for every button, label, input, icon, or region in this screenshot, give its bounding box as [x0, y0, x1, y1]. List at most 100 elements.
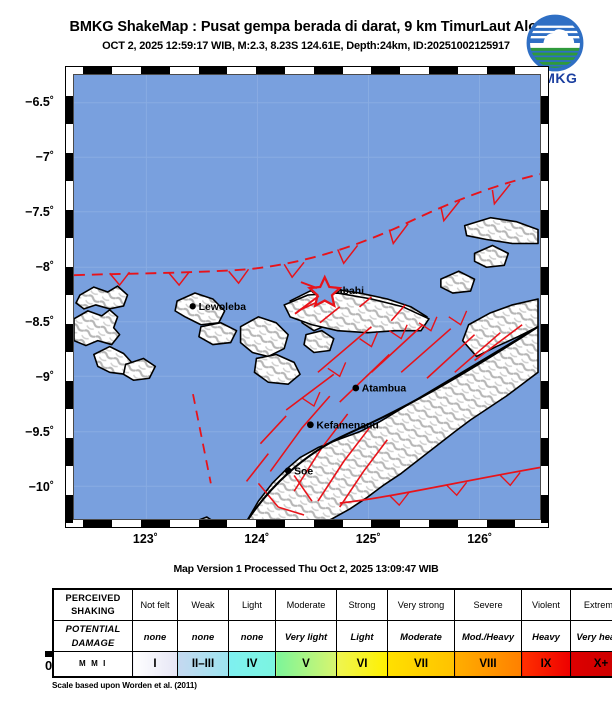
frame-tick-segment: [541, 152, 548, 182]
frame-tick-segment: [313, 520, 343, 527]
frame-tick-segment: [486, 67, 516, 74]
frame-tick-segment: [198, 520, 228, 527]
frame-tick-segment: [66, 95, 73, 125]
frame-tick-segment: [83, 520, 113, 527]
legend-damage-VII: Moderate: [387, 620, 455, 652]
scale-bar-min: 0: [45, 658, 53, 673]
latitude-tick-label: −8.5˚: [25, 314, 54, 329]
legend-mmi-IIIII: II–III: [177, 651, 229, 678]
frame-tick-segment: [371, 67, 401, 74]
latitude-tick-label: −9˚: [35, 369, 54, 384]
city-label-soe: Soe: [294, 466, 313, 477]
legend-mmi-VI: VI: [336, 651, 388, 678]
city-label-kalabahi: Kalabahi: [321, 286, 364, 297]
map-frame-top: [66, 67, 548, 74]
frame-tick-segment: [66, 494, 73, 524]
intensity-legend: PERCEIVED SHAKING Not felt Weak Light Moder…: [52, 588, 612, 678]
legend-mmi-VII: VII: [387, 651, 455, 678]
frame-tick-segment: [256, 520, 285, 527]
legend-mmi-I: I: [132, 651, 178, 678]
frame-tick-segment: [66, 266, 73, 296]
legend-damage-VI: Light: [336, 620, 388, 652]
legend-shaking-IIIII: Weak: [177, 588, 229, 621]
legend-rowhead-shaking: PERCEIVED SHAKING: [52, 588, 133, 621]
legend-mmi-IX: IX: [521, 651, 571, 678]
legend-rowhead-mmi: M M I: [52, 651, 133, 678]
legend-rowhead-damage: POTENTIAL DAMAGE: [52, 620, 133, 652]
longitude-tick-label: 126˚: [467, 532, 493, 546]
map-frame-right: [541, 67, 548, 527]
legend-row-mmi: M M I I II–III IV V VI VII VIII IX X+: [52, 651, 612, 678]
map-frame: Kalabahi Lewoleba Atambua Kefamenanu Soe: [65, 66, 549, 528]
frame-tick-segment: [66, 152, 73, 182]
bmkg-logo: BMKG: [516, 14, 594, 86]
map-version-caption: Map Version 1 Processed Thu Oct 2, 2025 …: [173, 563, 439, 575]
shakemap-figure[interactable]: Kalabahi Lewoleba Atambua Kefamenanu Soe: [65, 66, 549, 528]
graticule: [74, 75, 540, 519]
legend-mmi-VIII: VIII: [454, 651, 522, 678]
frame-tick-segment: [541, 95, 548, 125]
legend-shaking-IV: Light: [228, 588, 276, 621]
longitude-axis: 123˚ 124˚ 125˚ 126˚: [65, 532, 549, 554]
legend-mmi-IV: IV: [228, 651, 276, 678]
legend-rowhead-shaking-l2: SHAKING: [71, 606, 115, 616]
city-markers: Kalabahi Lewoleba Atambua Kefamenanu Soe: [189, 286, 407, 477]
longitude-tick-label: 124˚: [244, 532, 270, 546]
frame-tick-segment: [140, 520, 170, 527]
map-canvas[interactable]: Kalabahi Lewoleba Atambua Kefamenanu Soe: [73, 74, 541, 520]
event-summary: OCT 2, 2025 12:59:17 WIB, M:2.3, 8.23S 1…: [102, 40, 510, 53]
legend-shaking-VIII: Severe: [454, 588, 522, 621]
frame-tick-segment: [83, 67, 113, 74]
latitude-tick-label: −10˚: [28, 479, 54, 494]
latitude-tick-label: −7.5˚: [25, 204, 54, 219]
legend-row-perceived-shaking: PERCEIVED SHAKING Not felt Weak Light Moder…: [52, 588, 612, 621]
map-frame-bottom: [66, 520, 548, 527]
legend-mmi-X+: X+: [570, 651, 612, 678]
frame-tick-segment: [541, 209, 548, 239]
longitude-tick-label: 125˚: [355, 532, 381, 546]
frame-tick-segment: [313, 67, 343, 74]
legend-rowhead-damage-l1: POTENTIAL: [65, 623, 121, 635]
frame-tick-segment: [66, 380, 73, 410]
city-marker-atambua: [352, 384, 360, 392]
legend-damage-X+: Very heavy: [570, 620, 612, 652]
legend-shaking-V: Moderate: [275, 588, 337, 621]
latitude-tick-label: −7˚: [35, 149, 54, 164]
legend-mmi-V: V: [275, 651, 337, 678]
frame-tick-segment: [429, 520, 458, 527]
frame-tick-segment: [541, 380, 548, 410]
latitude-axis: −6.5˚ −7˚ −7.5˚ −8˚ −8.5˚ −9˚ −9.5˚ −10˚: [0, 66, 60, 528]
legend-damage-V: Very light: [275, 620, 337, 652]
legend-damage-VIII: Mod./Heavy: [454, 620, 522, 652]
latitude-tick-label: −9.5˚: [25, 424, 54, 439]
frame-tick-segment: [198, 67, 228, 74]
city-marker-soe: [284, 467, 292, 475]
legend-rowhead-shaking-l1: PERCEIVED: [65, 592, 121, 603]
city-label-atambua: Atambua: [362, 384, 407, 395]
city-label-kefamenanu: Kefamenanu: [316, 420, 378, 431]
frame-tick-segment: [541, 266, 548, 296]
legend-shaking-I: Not felt: [132, 588, 178, 621]
legend-row-potential-damage: POTENTIAL DAMAGE none none none Very light L…: [52, 620, 612, 652]
coastline-emphasis: [247, 325, 539, 519]
legend-shaking-VI: Strong: [336, 588, 388, 621]
legend-damage-IIIII: none: [177, 620, 229, 652]
frame-tick-segment: [429, 67, 458, 74]
latitude-tick-label: −6.5˚: [25, 94, 54, 109]
frame-tick-segment: [140, 67, 170, 74]
legend-damage-IX: Heavy: [521, 620, 571, 652]
frame-tick-segment: [256, 67, 285, 74]
bmkg-globe-icon: [526, 14, 584, 72]
legend-damage-IV: none: [228, 620, 276, 652]
legend-footnote: Scale based upon Worden et al. (2011): [52, 681, 197, 690]
legend-shaking-IX: Violent: [521, 588, 571, 621]
city-marker-lewoleba: [189, 303, 196, 310]
latitude-tick-label: −8˚: [35, 259, 54, 274]
epicenter-star: [294, 274, 343, 315]
map-frame-left: [66, 67, 73, 527]
legend-shaking-X+: Extreme: [570, 588, 612, 621]
map-geometry: Kalabahi Lewoleba Atambua Kefamenanu Soe: [74, 75, 540, 519]
frame-tick-segment: [66, 209, 73, 239]
frame-tick-segment: [486, 520, 516, 527]
map-header: BMKG ShakeMap : Pusat gempa berada di da…: [0, 0, 612, 52]
